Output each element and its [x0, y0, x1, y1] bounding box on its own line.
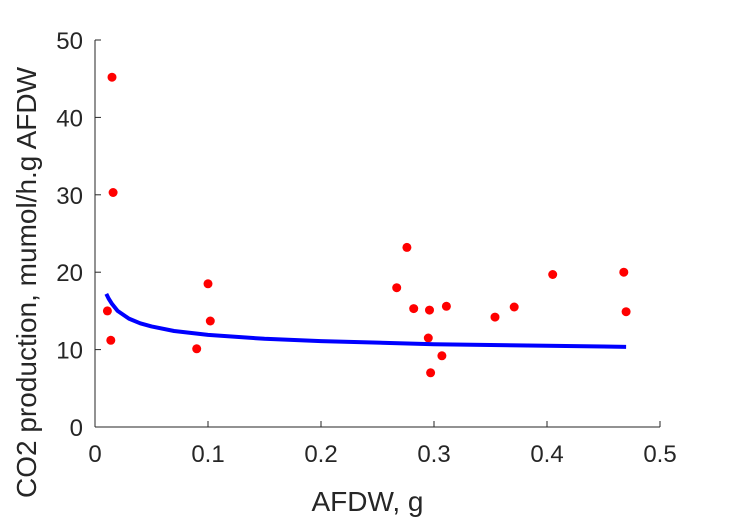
data-point: [108, 188, 118, 197]
data-point: [548, 270, 558, 279]
y-tick-label: 10: [56, 338, 83, 365]
data-point: [621, 307, 631, 317]
data-point: [107, 72, 117, 82]
fit-curve-line: [104, 293, 627, 349]
data-point: [205, 316, 215, 326]
data-point: [425, 305, 434, 315]
data-point: [192, 344, 202, 354]
y-tick-label: 40: [56, 105, 83, 132]
data-point: [490, 312, 500, 322]
x-axis-title: AFDW, g: [311, 486, 423, 517]
data-point: [441, 301, 451, 311]
x-tick-label: 0.4: [530, 441, 563, 468]
y-axis-title: CO2 production, mumol/h.g AFDW: [11, 66, 42, 498]
y-tick-label: 0: [70, 415, 83, 442]
data-point: [402, 242, 412, 252]
x-tick-label: 0: [88, 441, 101, 468]
x-tick-label: 0.5: [643, 441, 676, 468]
y-tick-label: 20: [56, 260, 83, 287]
data-point: [437, 351, 447, 361]
data-point: [106, 335, 116, 345]
data-point: [426, 368, 436, 378]
data-point: [409, 304, 419, 314]
x-tick-label: 0.1: [191, 441, 224, 468]
data-point: [203, 279, 213, 289]
x-tick-label: 0.2: [304, 441, 337, 468]
data-point: [392, 283, 402, 293]
y-tick-label: 50: [56, 28, 83, 55]
data-point: [619, 267, 629, 277]
data-point: [102, 306, 112, 316]
x-tick-label: 0.3: [417, 441, 450, 468]
data-point: [509, 302, 519, 312]
y-tick-label: 30: [56, 183, 83, 210]
data-point: [423, 333, 433, 343]
